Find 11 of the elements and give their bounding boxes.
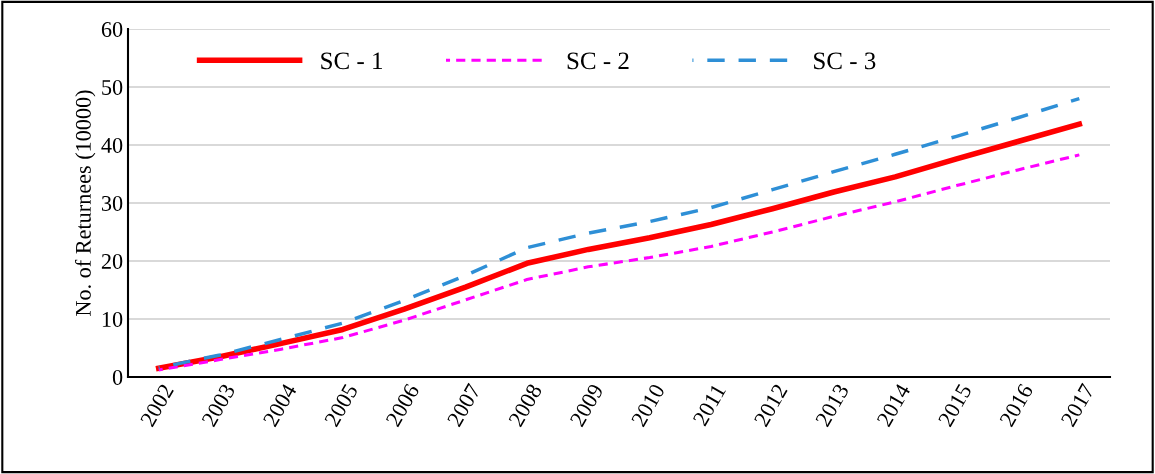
legend-label: SC - 2 xyxy=(567,52,629,70)
y-tick-label: 60 xyxy=(101,21,123,37)
y-tick-label: 40 xyxy=(101,137,123,153)
y-tick-label: 30 xyxy=(101,195,123,211)
y-tick-label: 10 xyxy=(102,311,123,327)
y-tick-label: 50 xyxy=(102,79,123,95)
legend-label: SC - 3 xyxy=(814,52,876,70)
y-tick-label: 20 xyxy=(101,253,123,269)
y-tick-label: 0 xyxy=(112,369,123,385)
y-axis-title: No. of Returnees (10000) xyxy=(74,90,96,316)
legend-label: SC - 1 xyxy=(321,52,382,70)
